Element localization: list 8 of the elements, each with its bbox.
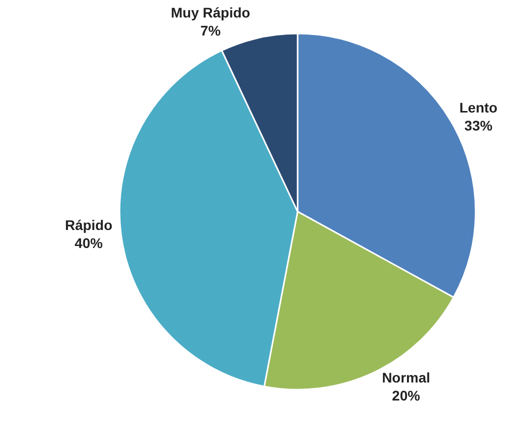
data-label: 33%	[464, 118, 493, 134]
slice-label: Rápido	[64, 217, 112, 234]
data-label: 40%	[74, 235, 104, 252]
slice-label: Normal	[382, 370, 430, 386]
data-label: 20%	[392, 388, 421, 404]
slice-label: Muy Rápido	[170, 4, 250, 20]
data-label: 7%	[200, 22, 222, 39]
slice-label: Lento	[459, 99, 498, 116]
